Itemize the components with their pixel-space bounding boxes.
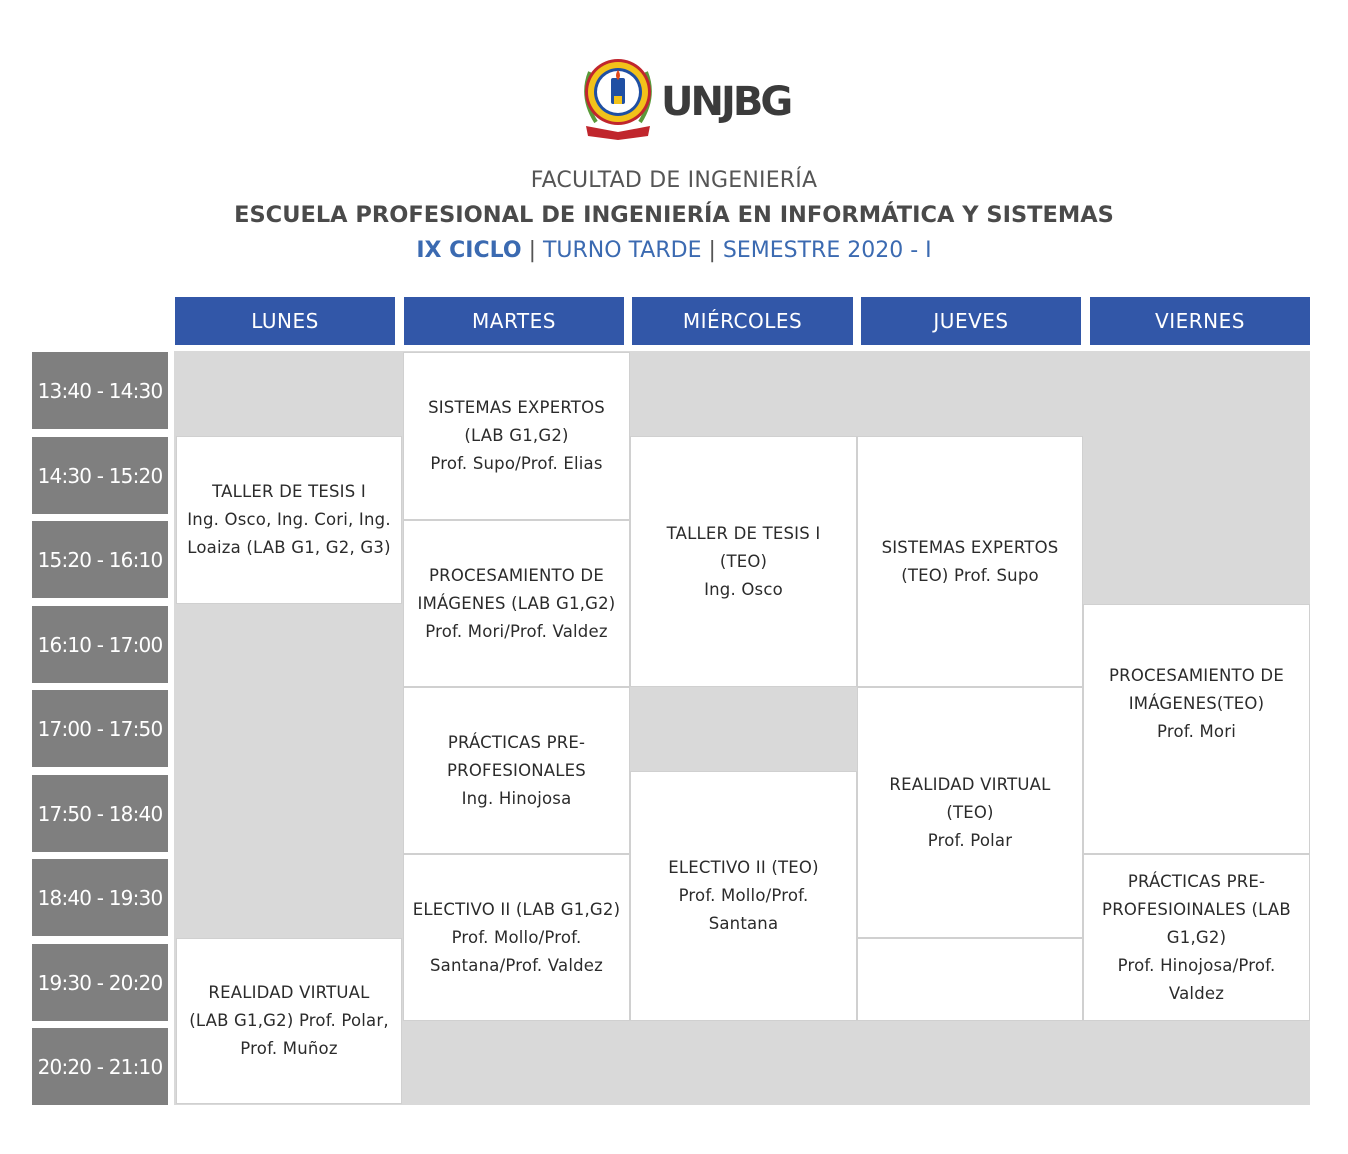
class-detail: PROFESIONALES (447, 760, 586, 780)
schedule-subtitle: IX CICLO | TURNO TARDE | SEMESTRE 2020 -… (0, 238, 1348, 263)
separator: | (521, 238, 543, 263)
class-cell: REALIDAD VIRTUAL (LAB G1,G2) Prof. Polar… (176, 938, 402, 1104)
school-title: ESCUELA PROFESIONAL DE INGENIERÍA EN INF… (234, 202, 1114, 228)
time-slot: 17:50 - 18:40 (32, 775, 168, 852)
time-slot: 16:10 - 17:00 (32, 606, 168, 683)
class-detail: (LAB G1,G2) (464, 426, 569, 445)
time-slot: 18:40 - 19:30 (32, 859, 168, 936)
class-detail: Loaiza (LAB G1, G2, G3) (187, 538, 391, 557)
class-name: PRÁCTICAS PRE- (447, 732, 586, 752)
class-detail: (TEO) (719, 551, 768, 571)
time-slot: 15:20 - 16:10 (32, 521, 168, 598)
class-detail: Valdez (1168, 983, 1225, 1003)
class-cell: TALLER DE TESIS I Ing. Osco, Ing. Cori, … (176, 436, 402, 604)
class-detail: PROFESIOINALES (LAB (1102, 899, 1291, 919)
day-header-miercoles: MIÉRCOLES (632, 297, 853, 345)
class-detail: Prof. Mori (1157, 722, 1236, 741)
shift-label: TURNO TARDE (542, 238, 702, 263)
class-cell: SISTEMAS EXPERTOS (TEO) Prof. Supo (857, 436, 1083, 687)
class-detail: Prof. Mollo/Prof. (451, 927, 582, 947)
time-slot: 20:20 - 21:10 (32, 1028, 168, 1105)
class-name: SISTEMAS EXPERTOS (428, 398, 605, 417)
class-detail: Ing. Hinojosa (461, 788, 572, 808)
class-name: REALIDAD VIRTUAL (208, 983, 370, 1002)
class-cell: ELECTIVO II (TEO) Prof. Mollo/Prof. Sant… (630, 771, 857, 1021)
day-header-jueves: JUEVES (861, 297, 1081, 345)
class-detail: Prof. Muñoz (240, 1039, 338, 1058)
class-name: PROCESAMIENTO DE (429, 565, 604, 585)
class-detail: (TEO) (946, 802, 994, 822)
class-cell: PRÁCTICAS PRE- PROFESIONALES Ing. Hinojo… (403, 687, 630, 854)
university-seal-logo (578, 52, 658, 142)
time-slot: 17:00 - 17:50 (32, 690, 168, 767)
class-cell: PRÁCTICAS PRE- PROFESIOINALES (LAB G1,G2… (1083, 854, 1310, 1021)
class-detail: IMÁGENES (LAB G1,G2) (417, 593, 616, 613)
class-name: PRÁCTICAS PRE- (1127, 871, 1266, 891)
class-detail: Ing. Osco (704, 579, 783, 599)
class-detail: Prof. Polar (927, 830, 1013, 850)
class-detail: G1,G2) (1166, 927, 1227, 947)
class-name: PROCESAMIENTO DE (1109, 666, 1284, 685)
class-detail: Prof. Supo/Prof. Elias (430, 454, 603, 473)
class-cell: ELECTIVO II (LAB G1,G2) Prof. Mollo/Prof… (403, 854, 630, 1021)
faculty-title: FACULTAD DE INGENIERÍA (530, 168, 818, 193)
day-header-lunes: LUNES (175, 297, 395, 345)
class-detail: Santana (708, 914, 779, 933)
class-detail: (TEO) Prof. Supo (901, 565, 1039, 585)
class-name: ELECTIVO II (TEO) (668, 858, 819, 877)
class-cell: PROCESAMIENTO DE IMÁGENES (LAB G1,G2) Pr… (403, 520, 630, 687)
class-cell: PROCESAMIENTO DE IMÁGENES(TEO) Prof. Mor… (1083, 604, 1310, 854)
logo-wordmark: UNJBG (661, 79, 793, 125)
class-detail: (LAB G1,G2) Prof. Polar, (189, 1011, 389, 1030)
day-header-martes: MARTES (404, 297, 624, 345)
class-name: ELECTIVO II (LAB G1,G2) (412, 899, 621, 919)
cycle-label: IX CICLO (416, 238, 522, 263)
time-slot: 14:30 - 15:20 (32, 437, 168, 514)
class-name: TALLER DE TESIS I (666, 523, 821, 543)
class-detail: Prof. Hinojosa/Prof. (1117, 955, 1276, 975)
semester-label: SEMESTRE 2020 - I (722, 238, 932, 263)
separator: | (701, 238, 723, 263)
class-name: SISTEMAS EXPERTOS (881, 537, 1059, 557)
class-detail: Santana/Prof. Valdez (429, 955, 603, 975)
class-cell: TALLER DE TESIS I (TEO) Ing. Osco (630, 436, 857, 687)
class-name: REALIDAD VIRTUAL (889, 774, 1051, 794)
empty-white-cell (857, 938, 1083, 1021)
class-cell: SISTEMAS EXPERTOS (LAB G1,G2) Prof. Supo… (403, 352, 630, 520)
day-header-viernes: VIERNES (1090, 297, 1310, 345)
class-detail: Prof. Mori/Prof. Valdez (425, 621, 608, 641)
class-detail: IMÁGENES(TEO) (1128, 694, 1265, 713)
time-slot: 19:30 - 20:20 (32, 944, 168, 1021)
class-name: TALLER DE TESIS I (212, 482, 366, 501)
class-cell: REALIDAD VIRTUAL (TEO) Prof. Polar (857, 687, 1083, 938)
class-detail: Ing. Osco, Ing. Cori, Ing. (187, 510, 391, 529)
class-detail: Prof. Mollo/Prof. (678, 886, 809, 905)
time-slot: 13:40 - 14:30 (32, 352, 168, 429)
